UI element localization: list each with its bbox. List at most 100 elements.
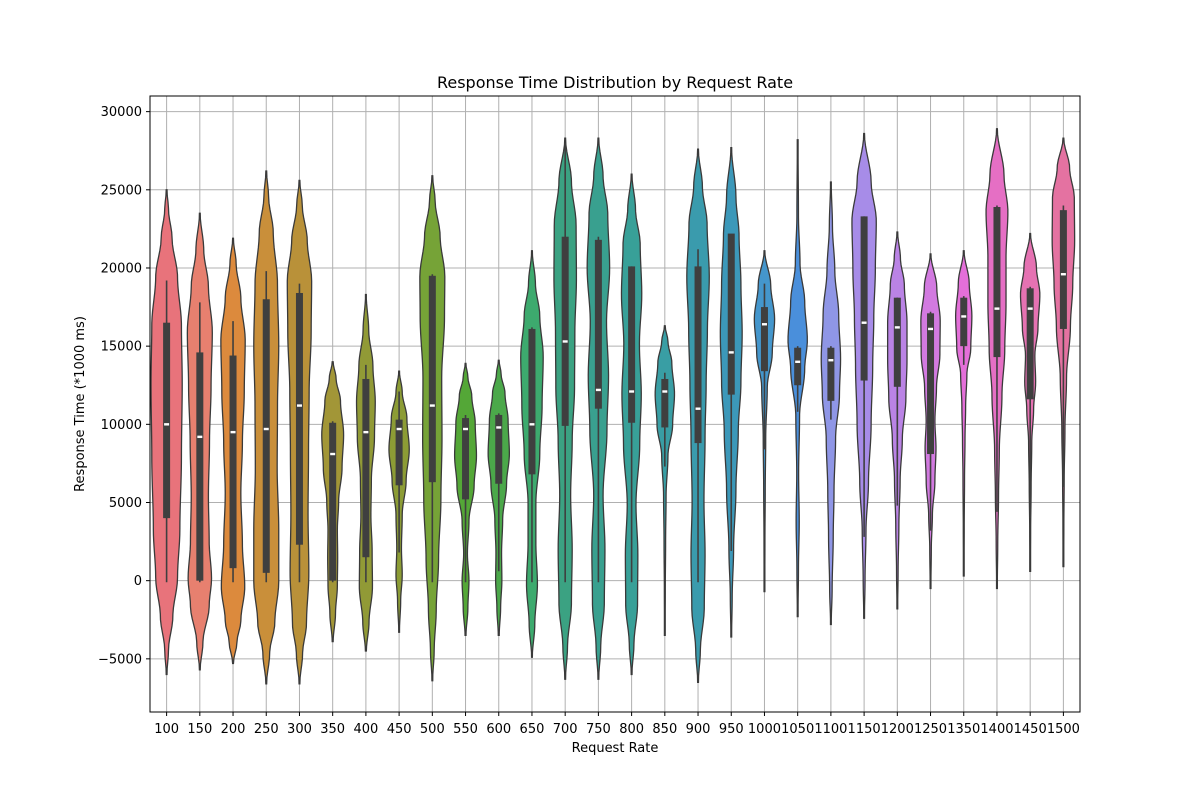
violin-iqr-box — [960, 297, 968, 347]
violin-median — [861, 321, 867, 324]
violin-iqr-box — [993, 207, 1001, 358]
violin-median — [1060, 273, 1066, 276]
x-tick-label: 500 — [420, 722, 445, 737]
y-tick-label: 30000 — [101, 105, 142, 120]
violin-median — [396, 427, 402, 431]
x-tick-label: 550 — [453, 722, 478, 737]
axis-layer: −5000 0 5000 10000 15000 20000 25000 30000 100 15… — [98, 105, 1080, 737]
x-tick-label: 850 — [652, 722, 677, 737]
y-tick-label: 20000 — [101, 261, 142, 276]
chart-title: Response Time Distribution by Request Ra… — [437, 73, 793, 92]
violin-iqr-box — [1059, 210, 1067, 329]
x-tick-label: 1050 — [781, 722, 814, 737]
x-tick-label: 1350 — [947, 722, 980, 737]
x-tick-label: 1000 — [748, 722, 781, 737]
x-tick-label: 400 — [353, 722, 378, 737]
x-tick-label: 200 — [221, 722, 246, 737]
violin-median — [197, 435, 203, 439]
x-tick-label: 900 — [686, 722, 711, 737]
violin-iqr-box — [827, 347, 835, 401]
x-tick-label: 600 — [486, 722, 511, 737]
x-tick-label: 1250 — [914, 722, 947, 737]
x-tick-label: 1400 — [980, 722, 1013, 737]
violin-iqr-box — [329, 422, 337, 581]
violin-iqr-box — [628, 266, 636, 423]
violin-iqr-box — [927, 313, 935, 455]
violin-iqr-box — [428, 275, 436, 483]
x-tick-label: 1200 — [881, 722, 914, 737]
y-tick-label: 5000 — [109, 496, 142, 511]
violin-median — [894, 326, 900, 329]
violin-median — [230, 430, 236, 434]
violin-median — [330, 452, 336, 456]
violin-median — [961, 315, 967, 318]
violin-iqr-box — [229, 355, 237, 569]
violin-iqr-box — [362, 378, 370, 558]
violin-median — [595, 388, 601, 392]
x-tick-label: 650 — [520, 722, 545, 737]
y-tick-label: 10000 — [101, 418, 142, 433]
y-tick-label: 0 — [134, 574, 142, 589]
violin-body — [654, 325, 676, 637]
violin-iqr-box — [594, 239, 602, 409]
violin-iqr-box — [295, 292, 303, 545]
violin-iqr-box — [196, 352, 204, 581]
y-tick-label: 25000 — [101, 183, 142, 198]
x-tick-label: 150 — [187, 722, 212, 737]
y-tick-label: 15000 — [101, 340, 142, 355]
violin-median — [928, 327, 934, 331]
y-axis-label: Response Time (*1000 ms) — [73, 316, 88, 492]
x-tick-label: 700 — [553, 722, 578, 737]
violin-median — [795, 360, 801, 363]
violin-iqr-box — [163, 322, 171, 519]
violin-iqr-box — [395, 419, 403, 486]
violin-iqr-box — [760, 307, 768, 372]
violin-iqr-box — [462, 418, 470, 500]
violin-median — [662, 390, 668, 393]
violin-iqr-box — [561, 236, 569, 426]
violin-median — [828, 359, 834, 362]
violin-iqr-box — [1026, 288, 1034, 400]
violin-median — [496, 426, 502, 429]
x-tick-label: 350 — [320, 722, 345, 737]
violin-median — [695, 407, 701, 410]
violin-median — [463, 427, 469, 431]
violin-iqr-box — [794, 347, 802, 386]
x-tick-label: 250 — [254, 722, 279, 737]
x-tick-label: 1100 — [814, 722, 847, 737]
x-tick-label: 100 — [154, 722, 179, 737]
x-tick-label: 1450 — [1014, 722, 1047, 737]
x-tick-label: 450 — [387, 722, 412, 737]
violin-body — [954, 250, 973, 577]
violin-median — [529, 423, 535, 426]
violin-iqr-box — [661, 378, 669, 428]
violin-iqr-box — [727, 233, 735, 395]
x-tick-label: 950 — [719, 722, 744, 737]
x-tick-label: 1150 — [848, 722, 881, 737]
violin-median — [263, 427, 269, 431]
violin-iqr-box — [528, 328, 536, 475]
x-tick-label: 300 — [287, 722, 312, 737]
violin-layer — [150, 128, 1076, 685]
x-tick-label: 1500 — [1047, 722, 1080, 737]
violin-median — [296, 404, 302, 407]
violin-iqr-box — [893, 297, 901, 387]
violin-median — [629, 390, 635, 393]
violin-iqr-box — [495, 414, 503, 484]
violin-iqr-box — [694, 266, 702, 444]
violin-median — [994, 307, 1000, 310]
violin-median — [728, 351, 734, 354]
x-tick-label: 750 — [586, 722, 611, 737]
x-axis-label: Request Rate — [572, 741, 659, 756]
violin-iqr-box — [262, 299, 270, 573]
y-tick-label: −5000 — [98, 652, 142, 667]
violin-median — [562, 340, 568, 343]
violin-median — [1027, 307, 1033, 310]
violin-median — [761, 323, 767, 326]
violin-median — [429, 404, 435, 407]
plot-frame — [149, 95, 1081, 713]
x-tick-label: 800 — [619, 722, 644, 737]
violin-median — [363, 430, 369, 434]
violin-iqr-box — [860, 216, 868, 381]
